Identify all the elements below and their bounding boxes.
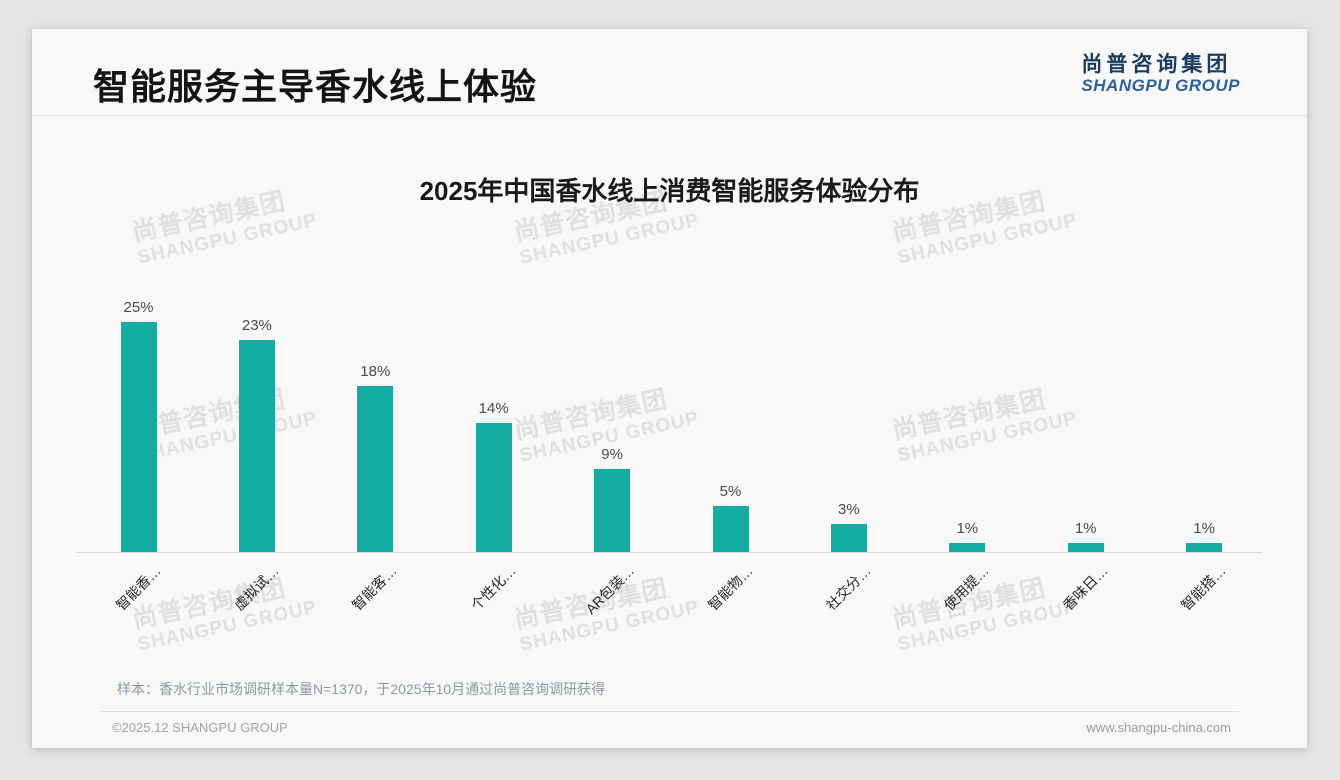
bar-value-label: 1% (1074, 520, 1097, 537)
x-axis-label: 社交分… (822, 562, 874, 614)
bar (357, 386, 394, 552)
x-axis-label: 智能香… (112, 562, 164, 614)
chart-area: 2025年中国香水线上消费智能服务体验分布 25% 智能香… 23% 虚拟试… 18% 智… (32, 117, 1307, 748)
bar (712, 506, 749, 552)
bar-value-label: 14% (478, 400, 509, 417)
bar (594, 469, 631, 552)
bar-chart: 25% 智能香… 23% 虚拟试… 18% 智能客… 14% 个性化… 9% AR包装… 5% 智能物… (76, 299, 1262, 617)
bar (238, 340, 275, 552)
bar (830, 524, 867, 552)
copyright-text: ©2025.12 SHANGPU GROUP (112, 720, 288, 735)
chart-title: 2025年中国香水线上消费智能服务体验分布 (419, 176, 920, 206)
logo-en-text: SHANGPU GROUP (1081, 76, 1240, 96)
bar-value-label: 1% (1193, 520, 1215, 537)
bar-value-label: 18% (360, 363, 391, 380)
logo: 尚普咨询集团 SHANGPU GROUP (1081, 53, 1240, 96)
x-axis-label: AR包装… (582, 562, 637, 618)
bar (475, 423, 512, 552)
x-axis-label: 使用提… (941, 562, 993, 614)
x-axis-label: 虚拟试… (230, 562, 282, 614)
x-axis-label: 智能客… (349, 562, 401, 614)
bar-value-label: 23% (241, 317, 272, 334)
logo-cn-text: 尚普咨询集团 (1081, 53, 1232, 76)
website-link: www.shangpu-china.com (1086, 720, 1231, 735)
report-card: 尚普咨询集团 SHANGPU GROUP 尚普咨询集团 SHANGPU GROUP 尚普… (32, 29, 1307, 748)
bar-value-label: 3% (838, 501, 860, 518)
bar (120, 322, 157, 552)
bar-value-label: 5% (719, 483, 742, 500)
footer: ©2025.12 SHANGPU GROUP www.shangpu-china… (100, 711, 1239, 735)
x-axis-label: 智能物… (704, 562, 756, 614)
x-axis-label: 智能搭… (1177, 562, 1229, 614)
bar-value-label: 9% (601, 446, 623, 463)
page-title: 智能服务主导香水线上体验 (93, 66, 538, 107)
bar (949, 543, 986, 552)
x-axis-label: 香味日… (1059, 562, 1111, 614)
bar (1186, 543, 1223, 552)
sample-note: 样本：香水行业市场调研样本量N=1370，于2025年10月通过尚普咨询调研获得 (117, 681, 606, 697)
bar (1067, 543, 1104, 552)
x-axis-label: 个性化… (467, 562, 519, 614)
x-axis-line (76, 552, 1262, 553)
bar-value-label: 25% (123, 299, 154, 316)
bar-value-label: 1% (956, 520, 979, 537)
header: 智能服务主导香水线上体验 尚普咨询集团 SHANGPU GROUP (32, 29, 1307, 116)
